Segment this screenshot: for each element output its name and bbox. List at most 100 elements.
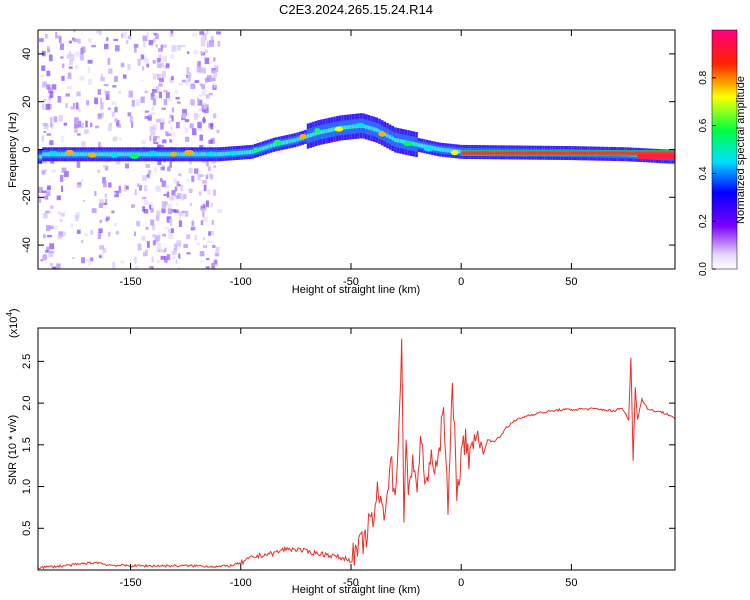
noise-speckle bbox=[50, 117, 53, 124]
noise-speckle bbox=[175, 121, 180, 129]
noise-speckle bbox=[188, 167, 193, 174]
noise-speckle bbox=[201, 208, 207, 212]
noise-speckle bbox=[152, 73, 158, 78]
noise-speckle bbox=[118, 91, 121, 94]
noise-speckle bbox=[185, 136, 190, 142]
noise-speckle bbox=[124, 163, 130, 169]
noise-speckle bbox=[114, 45, 120, 52]
snr-y-axis: 0.5 1.0 1.5 2.0 2.5 bbox=[21, 354, 675, 536]
ridge-core bbox=[166, 152, 170, 157]
ridge-core bbox=[349, 124, 352, 129]
noise-speckle bbox=[197, 173, 201, 181]
noise-speckle bbox=[176, 181, 180, 187]
noise-speckle bbox=[149, 126, 154, 132]
noise-speckle bbox=[115, 231, 120, 235]
noise-speckle bbox=[66, 86, 72, 90]
ridge-core bbox=[142, 152, 146, 157]
ridge-core bbox=[354, 124, 357, 129]
ridge-core bbox=[47, 152, 51, 157]
noise-speckle bbox=[78, 120, 82, 128]
noise-speckle bbox=[197, 128, 203, 131]
noise-speckle bbox=[164, 256, 168, 263]
ridge-core bbox=[118, 152, 122, 157]
noise-speckle bbox=[154, 166, 157, 173]
svg-text:(x104): (x104) bbox=[5, 308, 20, 338]
ridge-core bbox=[415, 142, 418, 147]
noise-speckle bbox=[206, 172, 212, 179]
noise-speckle bbox=[201, 84, 206, 90]
noise-speckle bbox=[217, 40, 221, 47]
noise-speckle bbox=[137, 58, 141, 66]
noise-speckle bbox=[144, 110, 150, 113]
spectrogram-y-axis: -40 -20 0 20 40 bbox=[21, 48, 675, 253]
noise-speckle bbox=[194, 80, 200, 83]
noise-speckle bbox=[146, 63, 149, 68]
noise-speckle bbox=[215, 252, 219, 257]
noise-speckle bbox=[200, 39, 206, 47]
ridge-core bbox=[158, 152, 162, 157]
noise-speckle bbox=[163, 89, 168, 93]
noise-speckle bbox=[90, 230, 93, 235]
ridge-hotspot bbox=[170, 151, 177, 157]
noise-speckle bbox=[75, 51, 80, 57]
ridge-core bbox=[296, 137, 299, 142]
noise-speckle bbox=[49, 87, 53, 90]
ridge-hotspot bbox=[207, 151, 216, 157]
ridge-core bbox=[312, 132, 315, 137]
ridge-core bbox=[439, 147, 442, 152]
noise-speckle bbox=[76, 229, 81, 234]
noise-speckle bbox=[208, 92, 213, 96]
noise-speckle bbox=[105, 91, 110, 97]
noise-speckle bbox=[203, 184, 207, 192]
noise-speckle bbox=[71, 257, 75, 260]
noise-speckle bbox=[178, 253, 181, 259]
noise-speckle bbox=[46, 191, 51, 197]
noise-speckle bbox=[213, 83, 216, 88]
ridge-core bbox=[103, 152, 106, 157]
noise-speckle bbox=[162, 44, 167, 48]
noise-speckle bbox=[183, 193, 187, 200]
noise-speckle bbox=[152, 98, 157, 106]
noise-speckle bbox=[134, 256, 137, 264]
colorbar-tick-label: 0.8 bbox=[698, 70, 709, 84]
noise-speckle bbox=[211, 161, 217, 164]
noise-speckle bbox=[202, 103, 207, 110]
noise-speckle bbox=[144, 199, 149, 205]
noise-speckle bbox=[112, 136, 118, 142]
colorbar-gradient bbox=[711, 29, 738, 270]
noise-speckle bbox=[169, 222, 172, 226]
noise-speckle bbox=[190, 83, 196, 90]
noise-speckle bbox=[73, 38, 78, 42]
noise-speckle bbox=[50, 263, 53, 267]
spectrogram-x-tick-label: 50 bbox=[565, 276, 577, 288]
noise-speckle bbox=[42, 213, 46, 219]
noise-speckle bbox=[150, 131, 156, 136]
noise-speckle bbox=[210, 123, 214, 130]
noise-speckle bbox=[167, 208, 173, 215]
noise-speckle bbox=[171, 115, 174, 122]
noise-speckle bbox=[171, 209, 176, 213]
noise-speckle bbox=[171, 251, 174, 255]
noise-speckle bbox=[49, 251, 55, 254]
noise-speckle bbox=[49, 140, 54, 146]
noise-speckle bbox=[163, 98, 168, 106]
noise-speckle bbox=[77, 182, 82, 185]
ridge-core bbox=[269, 143, 273, 148]
noise-speckle bbox=[45, 213, 48, 219]
noise-speckle bbox=[154, 96, 158, 99]
snr-multiplier-exp: 4 bbox=[5, 312, 14, 317]
noise-speckle bbox=[48, 54, 53, 62]
noise-speckle bbox=[44, 169, 47, 172]
noise-speckle bbox=[175, 259, 178, 264]
noise-speckle bbox=[184, 119, 190, 123]
noise-speckle bbox=[158, 48, 161, 53]
ridge-core bbox=[63, 152, 67, 157]
noise-speckle bbox=[38, 38, 44, 43]
noise-speckle bbox=[171, 45, 177, 52]
noise-speckle bbox=[181, 210, 186, 213]
noise-speckle bbox=[171, 107, 175, 113]
ridge-core bbox=[248, 150, 252, 155]
noise-speckle bbox=[202, 180, 207, 184]
ridge-hotspot bbox=[129, 153, 140, 159]
ridge-core bbox=[388, 135, 392, 140]
